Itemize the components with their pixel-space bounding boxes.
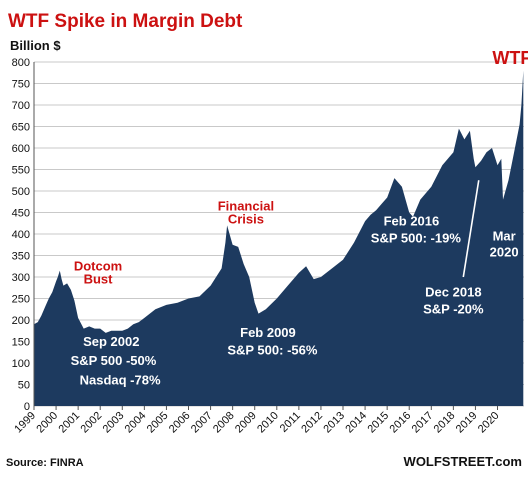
annotation-label: Sep 2002	[83, 334, 139, 349]
x-tick-label: 2009	[233, 410, 259, 436]
annotation-label: Dec 2018	[425, 284, 481, 299]
annotation-label: S&P 500: -56%	[227, 342, 318, 357]
annotation-label: S&P 500 -50%	[71, 353, 157, 368]
y-tick-label: 600	[12, 143, 30, 155]
y-tick-label: 400	[12, 229, 30, 241]
y-tick-label: 800	[12, 57, 30, 69]
x-tick-label: 2007	[189, 410, 215, 436]
y-tick-label: 150	[12, 337, 30, 349]
y-tick-label: 750	[12, 79, 30, 91]
y-tick-label: 50	[18, 380, 30, 392]
annotation-label: Mar	[493, 228, 516, 243]
annotation-label: Crisis	[228, 211, 264, 226]
annotation-label: Feb 2009	[240, 325, 296, 340]
y-tick-label: 700	[12, 100, 30, 112]
x-tick-label: 2000	[34, 410, 60, 436]
x-tick-label: 2016	[388, 410, 414, 436]
x-tick-label: 2011	[278, 410, 303, 435]
chart-title: WTF Spike in Margin Debt	[8, 11, 243, 32]
x-tick-label: 2008	[211, 410, 237, 436]
y-tick-label: 450	[12, 208, 30, 220]
x-tick-label: 2014	[343, 410, 369, 436]
y-tick-label: 550	[12, 165, 30, 177]
y-tick-label: 350	[12, 251, 30, 263]
x-tick-label: 2010	[255, 410, 281, 436]
source-label: Source: FINRA	[6, 457, 84, 469]
y-tick-label: 250	[12, 294, 30, 306]
x-tick-label: 2017	[410, 410, 436, 436]
y-tick-label: 200	[12, 315, 30, 327]
annotation-label: Financial	[218, 198, 274, 213]
x-tick-label: 2020	[476, 410, 502, 436]
y-tick-label: 0	[24, 401, 30, 413]
annotation-label: Bust	[84, 271, 114, 286]
annotation-label: Dotcom	[74, 259, 122, 274]
annotation-label: Nasdaq -78%	[80, 373, 161, 388]
y-tick-label: 300	[12, 272, 30, 284]
annotation-label: S&P 500: -19%	[371, 231, 462, 246]
annotation-label: S&P -20%	[423, 302, 484, 317]
annotation-label: Feb 2016	[384, 213, 440, 228]
x-tick-label: 2019	[454, 410, 480, 436]
x-tick-label: 2018	[432, 410, 458, 436]
annotation-label: 2020	[490, 244, 519, 259]
x-tick-label: 2003	[101, 410, 127, 436]
margin-debt-area	[34, 70, 524, 406]
x-tick-label: 2012	[299, 410, 325, 436]
x-tick-label: 1999	[12, 410, 38, 436]
y-axis-label: Billion $	[10, 38, 61, 53]
x-tick-label: 2004	[123, 410, 149, 436]
callout-arrow	[462, 180, 480, 278]
annotation-label: WTF	[492, 48, 528, 68]
y-tick-label: 500	[12, 186, 30, 198]
y-tick-label: 650	[12, 122, 30, 134]
watermark: WOLFSTREET.com	[404, 454, 522, 469]
x-tick-label: 2002	[79, 410, 105, 436]
x-tick-label: 2013	[321, 410, 347, 436]
x-tick-label: 2001	[56, 410, 82, 436]
x-tick-label: 2015	[365, 410, 391, 436]
x-tick-label: 2005	[145, 410, 171, 436]
y-tick-label: 100	[12, 358, 30, 370]
x-tick-label: 2006	[167, 410, 193, 436]
